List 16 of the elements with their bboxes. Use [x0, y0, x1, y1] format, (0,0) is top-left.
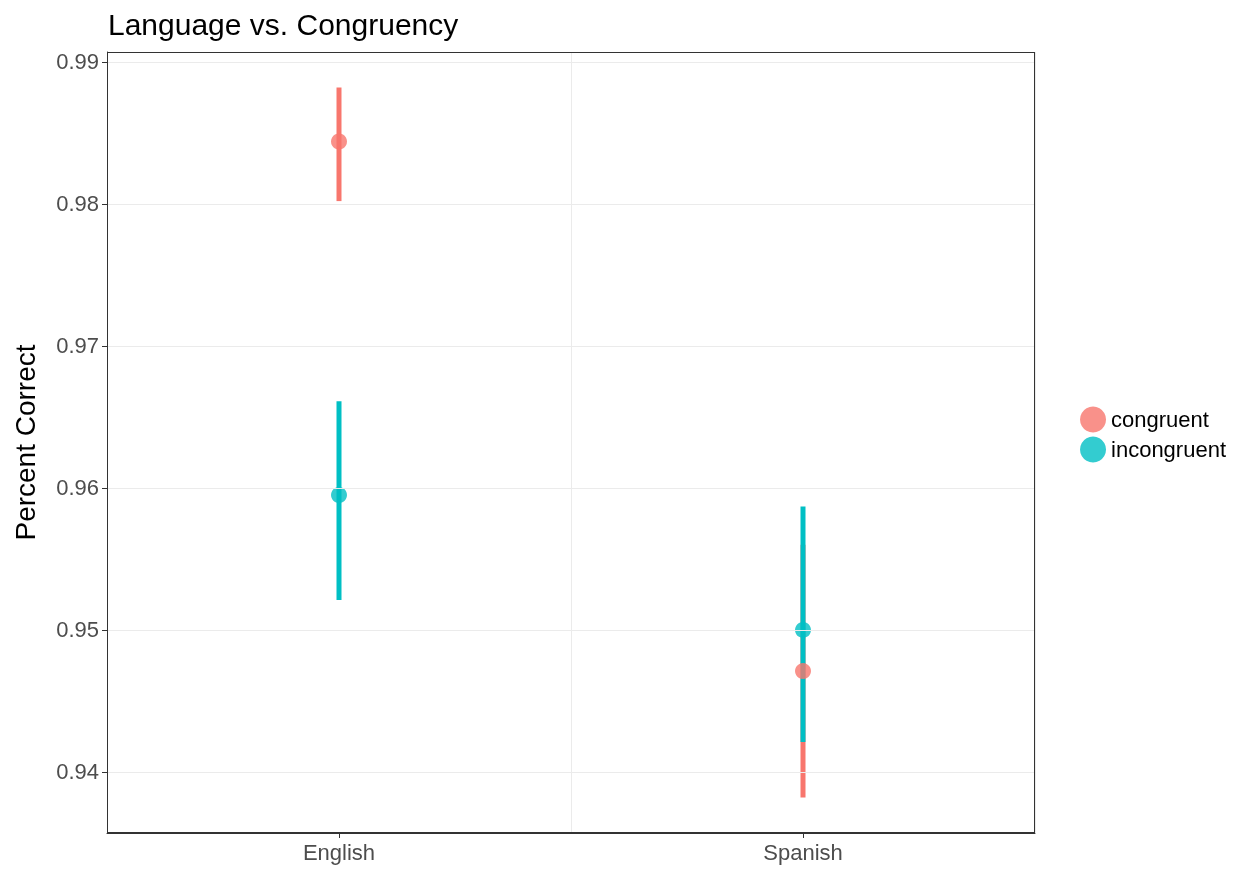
point — [795, 663, 811, 680]
point — [331, 133, 347, 150]
x-tick-label: Spanish — [763, 839, 843, 865]
y-tick-label: 0.94 — [56, 759, 99, 785]
y-tick-label: 0.95 — [56, 617, 99, 643]
y-axis-title: Percent Correct — [9, 344, 41, 541]
point — [331, 487, 347, 504]
y-tick-label: 0.98 — [56, 191, 99, 217]
y-tick-label: 0.99 — [56, 49, 99, 75]
y-tick-label: 0.96 — [56, 475, 99, 501]
y-tick-label: 0.97 — [56, 333, 99, 359]
legend-label: congruent — [1111, 407, 1209, 432]
point — [795, 621, 811, 638]
legend-label: incongruent — [1111, 437, 1227, 462]
x-tick-label: English — [302, 839, 376, 865]
chart-title: Language vs. Congruency — [108, 7, 459, 41]
